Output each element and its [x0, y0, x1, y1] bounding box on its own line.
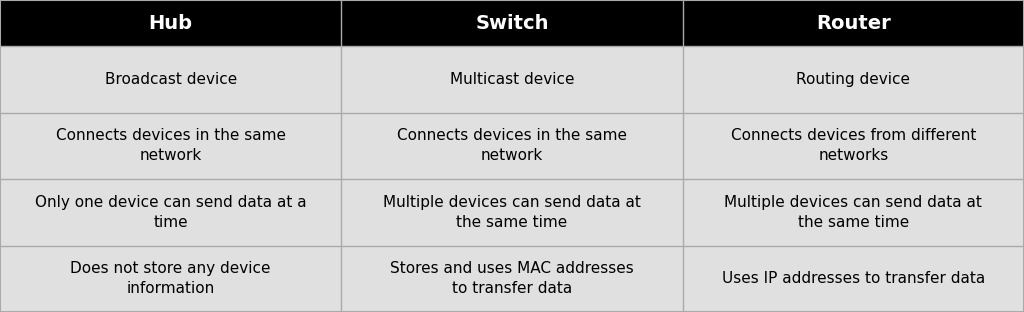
- Text: Does not store any device
information: Does not store any device information: [71, 261, 271, 296]
- Bar: [0, 179, 341, 246]
- Bar: [341, 113, 683, 179]
- Text: Router: Router: [816, 14, 891, 32]
- Text: Uses IP addresses to transfer data: Uses IP addresses to transfer data: [722, 271, 985, 286]
- Text: Multiple devices can send data at
the same time: Multiple devices can send data at the sa…: [383, 195, 641, 230]
- Text: Stores and uses MAC addresses
to transfer data: Stores and uses MAC addresses to transfe…: [390, 261, 634, 296]
- Text: Routing device: Routing device: [797, 72, 910, 87]
- Bar: [0, 46, 341, 113]
- Text: Connects devices in the same
network: Connects devices in the same network: [397, 129, 627, 163]
- Text: Connects devices from different
networks: Connects devices from different networks: [731, 129, 976, 163]
- Text: Multiple devices can send data at
the same time: Multiple devices can send data at the sa…: [724, 195, 982, 230]
- Bar: [683, 246, 1024, 312]
- Bar: [341, 46, 683, 113]
- Text: Multicast device: Multicast device: [450, 72, 574, 87]
- Text: Only one device can send data at a
time: Only one device can send data at a time: [35, 195, 306, 230]
- Text: Connects devices in the same
network: Connects devices in the same network: [55, 129, 286, 163]
- Bar: [0, 0, 341, 46]
- Text: Broadcast device: Broadcast device: [104, 72, 237, 87]
- Bar: [683, 46, 1024, 113]
- Bar: [341, 246, 683, 312]
- Bar: [683, 0, 1024, 46]
- Bar: [683, 179, 1024, 246]
- Text: Hub: Hub: [148, 14, 193, 32]
- Bar: [0, 246, 341, 312]
- Bar: [341, 0, 683, 46]
- Bar: [683, 113, 1024, 179]
- Text: Switch: Switch: [475, 14, 549, 32]
- Bar: [0, 113, 341, 179]
- Bar: [341, 179, 683, 246]
